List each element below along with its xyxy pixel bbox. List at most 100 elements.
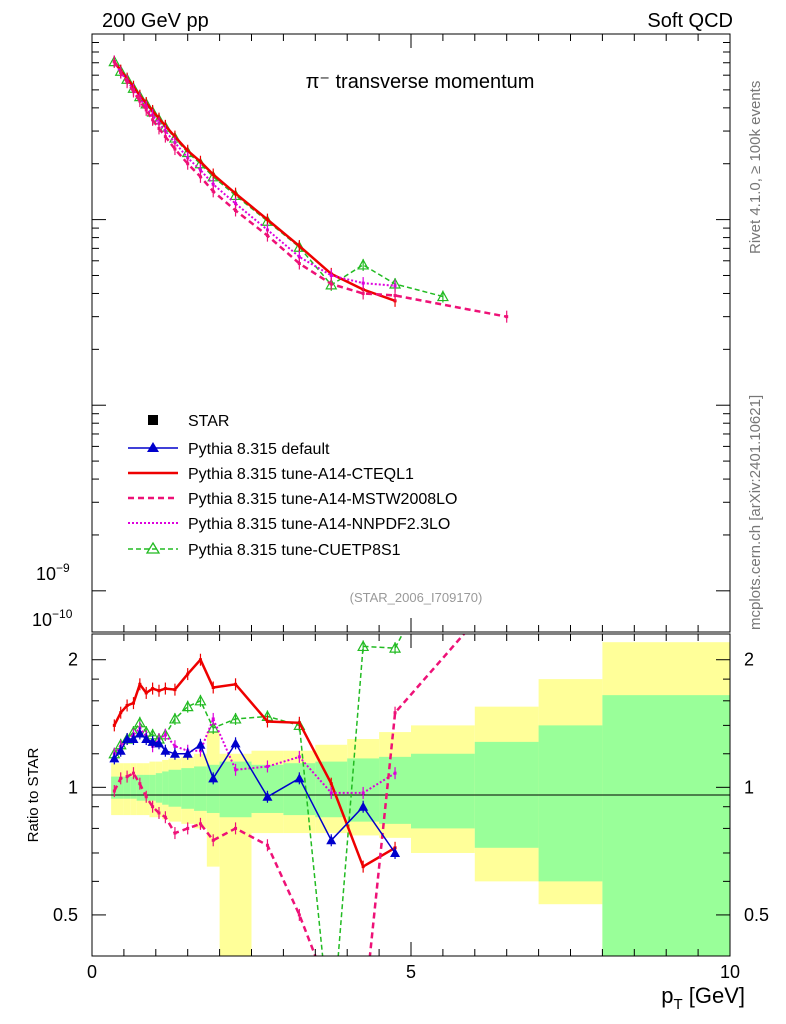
ratio-axis-ticks: 0 5 10 0.5 0.5 1 1 2 2 bbox=[53, 634, 769, 982]
main-point-mstw bbox=[151, 118, 155, 122]
main-point-mstw bbox=[198, 175, 202, 179]
ratio-point-cteql1 bbox=[144, 691, 148, 695]
ratio-point-cteql1 bbox=[265, 719, 269, 723]
ratio-point-cteql1 bbox=[138, 682, 142, 686]
band-green bbox=[143, 774, 150, 801]
ratio-point-mstw bbox=[157, 811, 161, 815]
ratio-point-mstw bbox=[163, 815, 167, 819]
ratio-point-mstw bbox=[138, 782, 142, 786]
ratio-point-mstw bbox=[131, 771, 135, 775]
main-point-mstw bbox=[393, 294, 397, 298]
ratio-ytick-label: 1 bbox=[68, 777, 78, 797]
ratio-ytick-label-right: 0.5 bbox=[744, 905, 769, 925]
ratio-point-mstw bbox=[151, 805, 155, 809]
xtick-label: 0 bbox=[87, 962, 97, 982]
ratio-point-default bbox=[153, 738, 164, 748]
main-point-cteql1 bbox=[211, 172, 215, 176]
ratio-point-default bbox=[141, 734, 152, 744]
ratio-point-mstw bbox=[125, 775, 129, 779]
ratio-point-mstw bbox=[144, 795, 148, 799]
ratio-point-nnpdf bbox=[265, 764, 269, 768]
legend: STAR Pythia 8.315 default Pythia 8.315 t… bbox=[128, 413, 457, 559]
main-point-mstw bbox=[186, 162, 190, 166]
main-point-nnpdf bbox=[198, 168, 202, 172]
ratio-point-cteql1 bbox=[151, 687, 155, 691]
ratio-point-mstw bbox=[198, 822, 202, 826]
main-line-cteql1 bbox=[113, 60, 396, 302]
ratio-point-default bbox=[326, 835, 337, 845]
ratio-point-default bbox=[358, 801, 369, 811]
ratio-point-default bbox=[230, 738, 241, 748]
ratio-point-cuetp8s1 bbox=[357, 640, 370, 652]
analysis-watermark: (STAR_2006_I709170) bbox=[350, 590, 483, 605]
band-green bbox=[602, 695, 730, 956]
main-panel-frame bbox=[91, 33, 731, 633]
legend-label-cuetp8s1: Pythia 8.315 tune-CUETP8S1 bbox=[188, 542, 401, 559]
ratio-point-cteql1 bbox=[163, 687, 167, 691]
ratio-line-mstw bbox=[113, 634, 466, 956]
ratio-point-mstw bbox=[505, 584, 508, 587]
band-green bbox=[130, 776, 137, 799]
ratio-point-cteql1 bbox=[125, 703, 129, 707]
uncertainty-bands bbox=[111, 642, 730, 956]
ratio-point-cteql1 bbox=[329, 782, 333, 786]
main-point-mstw bbox=[505, 315, 509, 319]
ratio-point-nnpdf bbox=[329, 791, 333, 795]
ratio-point-mstw bbox=[119, 776, 123, 780]
ratio-point-nnpdf bbox=[234, 768, 238, 772]
ratio-panel-frame bbox=[91, 633, 731, 957]
chart-title: π⁻ transverse momentum bbox=[306, 71, 535, 93]
main-point-nnpdf bbox=[393, 284, 397, 288]
ratio-series-layer bbox=[108, 552, 508, 956]
ratio-point-mstw bbox=[112, 789, 116, 793]
ratio-point-default bbox=[109, 753, 120, 763]
band-green bbox=[206, 764, 220, 813]
main-point-mstw bbox=[211, 189, 215, 193]
main-point-mstw bbox=[361, 291, 365, 295]
ratio-point-default bbox=[147, 736, 158, 746]
energy-label: 200 GeV pp bbox=[102, 10, 209, 32]
ratio-point-default bbox=[134, 728, 145, 738]
ratio-point-default bbox=[115, 745, 126, 755]
ratio-point-cuetp8s1 bbox=[438, 552, 448, 561]
ratio-point-mstw bbox=[393, 711, 397, 715]
ratio-point-mstw bbox=[265, 843, 269, 847]
main-point-mstw bbox=[265, 234, 269, 238]
main-point-mstw bbox=[125, 80, 129, 84]
ratio-point-default bbox=[128, 734, 139, 744]
ratio-point-cteql1 bbox=[131, 701, 135, 705]
ratio-point-cteql1 bbox=[119, 711, 123, 715]
main-point-mstw bbox=[329, 282, 333, 286]
legend-marker-cuetp8s1 bbox=[145, 541, 161, 554]
band-green bbox=[117, 776, 124, 799]
rivet-version-label: Rivet 4.1.0, ≥ 100k events bbox=[747, 81, 764, 254]
ratio-point-mstw bbox=[211, 838, 215, 842]
ratio-point-mstw bbox=[234, 826, 238, 830]
ratio-point-cteql1 bbox=[186, 672, 190, 676]
ratio-point-mstw bbox=[186, 826, 190, 830]
main-point-mstw bbox=[163, 135, 167, 139]
ratio-point-nnpdf bbox=[361, 791, 365, 795]
ratio-point-default bbox=[262, 791, 273, 801]
ratio-point-nnpdf bbox=[173, 744, 177, 748]
main-point-cuetp8s1 bbox=[436, 290, 449, 302]
legend-marker-star bbox=[148, 415, 158, 425]
main-point-nnpdf bbox=[234, 202, 238, 206]
band-green bbox=[538, 725, 603, 882]
ratio-point-mstw bbox=[173, 831, 177, 835]
main-point-nnpdf bbox=[361, 281, 365, 285]
ratio-point-cteql1 bbox=[157, 689, 161, 693]
ratio-panel: 0 5 10 0.5 0.5 1 1 2 2 Ratio to STAR pT [GeV] bbox=[25, 552, 769, 1013]
ratio-point-cuetp8s1 bbox=[181, 700, 194, 712]
ratio-point-default bbox=[182, 748, 193, 758]
band-green bbox=[411, 753, 475, 829]
ratio-point-default bbox=[195, 739, 206, 749]
ratio-ytick-label: 2 bbox=[68, 650, 78, 670]
legend-label-nnpdf: Pythia 8.315 tune-A14-NNPDF2.3LO bbox=[188, 516, 450, 533]
ratio-point-nnpdf bbox=[211, 717, 215, 721]
legend-label-mstw: Pythia 8.315 tune-A14-MSTW2008LO bbox=[188, 491, 457, 508]
main-point-cuetp8s1 bbox=[357, 258, 370, 270]
band-green bbox=[149, 774, 156, 801]
ratio-point-default bbox=[208, 773, 219, 783]
ratio-point-nnpdf bbox=[393, 771, 397, 775]
